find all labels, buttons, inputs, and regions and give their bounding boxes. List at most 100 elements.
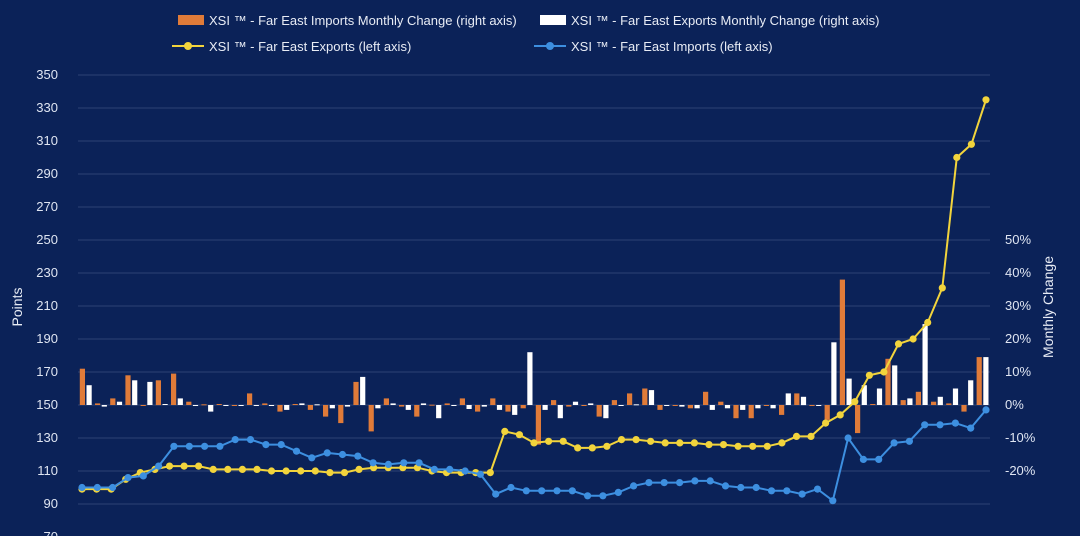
bar-imports-change	[231, 405, 237, 406]
bar-exports-change	[648, 390, 655, 405]
imports-point	[277, 441, 285, 449]
legend-label-exports-line: XSI ™ - Far East Exports (left axis)	[209, 39, 411, 54]
bar-exports-change	[268, 405, 275, 406]
imports-point	[93, 483, 101, 492]
legend-item-imports-line[interactable]: XSI ™ - Far East Imports (left axis)	[534, 39, 773, 54]
bar-exports-change	[892, 365, 898, 405]
imports-point	[706, 477, 714, 485]
imports-point	[691, 477, 699, 485]
bar-imports-change	[748, 405, 754, 419]
exports-point	[909, 335, 917, 343]
bar-imports-change	[703, 391, 709, 405]
exports-point	[865, 371, 874, 379]
bar-imports-change	[429, 404, 435, 406]
imports-point	[446, 465, 454, 473]
bar-exports-change	[116, 401, 123, 405]
bar-imports-change	[475, 405, 481, 412]
bar-exports-change	[162, 404, 168, 405]
bar-exports-change	[132, 380, 138, 406]
left-axis-title: Points	[9, 288, 25, 327]
legend-item-exports-change[interactable]: XSI ™ - Far East Exports Monthly Change …	[540, 13, 880, 28]
exports-point	[238, 465, 246, 473]
bar-imports-change	[535, 405, 541, 445]
bar-imports-change	[490, 398, 496, 405]
bar-imports-change	[809, 405, 815, 406]
legend-item-exports-line[interactable]: XSI ™ - Far East Exports (left axis)	[172, 39, 411, 54]
bar-exports-change	[603, 405, 609, 419]
imports-point	[921, 421, 929, 429]
exports-point	[632, 436, 640, 444]
imports-point	[369, 459, 377, 467]
imports-point	[783, 487, 791, 495]
imports-point	[936, 421, 944, 429]
imports-point	[155, 462, 163, 470]
legend-marker-exports-line	[184, 42, 192, 50]
bar-exports-change	[755, 405, 761, 409]
left-tick-label: 150	[36, 397, 58, 412]
exports-point	[778, 439, 786, 447]
imports-point	[139, 472, 147, 480]
left-tick-label: 110	[37, 463, 58, 478]
bar-exports-change	[375, 405, 381, 409]
imports-point	[124, 474, 132, 482]
bar-exports-change	[968, 380, 974, 406]
bar-exports-change	[542, 405, 548, 410]
bar-imports-change	[186, 401, 192, 405]
imports-point	[308, 454, 316, 462]
exports-point	[588, 444, 596, 452]
exports-point	[515, 431, 524, 439]
bar-exports-change	[420, 403, 427, 405]
bar-imports-change	[383, 398, 389, 405]
imports-point	[78, 483, 86, 492]
legend-item-imports-change[interactable]: XSI ™ - Far East Imports Monthly Change …	[178, 13, 517, 28]
exports-point	[822, 419, 830, 427]
bar-imports-change	[794, 393, 800, 405]
bar-exports-change	[192, 405, 199, 406]
bar-imports-change	[779, 405, 785, 415]
bar-exports-change	[770, 405, 776, 409]
imports-point	[798, 490, 806, 498]
bar-exports-change	[253, 405, 259, 406]
exports-point	[690, 439, 699, 447]
exports-point	[311, 467, 319, 475]
exports-point	[297, 467, 305, 475]
legend-label-imports-change: XSI ™ - Far East Imports Monthly Change …	[209, 13, 517, 28]
exports-point	[559, 437, 567, 445]
bar-imports-change	[672, 405, 678, 406]
exports-point	[982, 96, 990, 104]
imports-point	[262, 441, 270, 449]
exports-point	[676, 439, 684, 447]
bar-imports-change	[247, 393, 253, 405]
bar-exports-change	[101, 405, 107, 407]
imports-point	[522, 487, 530, 495]
bar-imports-change	[870, 404, 876, 405]
imports-point	[951, 419, 960, 427]
bar-exports-change	[223, 405, 229, 406]
bar-imports-change	[733, 405, 739, 419]
bar-exports-change	[451, 405, 457, 406]
imports-point	[844, 434, 852, 442]
bar-exports-change	[694, 405, 700, 409]
imports-point	[109, 483, 117, 492]
imports-point	[982, 406, 990, 414]
bar-exports-change	[876, 388, 883, 405]
exports-point	[749, 442, 757, 450]
bar-exports-change	[937, 396, 943, 406]
imports-point	[599, 492, 607, 500]
right-tick-label: 40%	[1005, 265, 1031, 280]
bar-exports-change	[922, 324, 928, 405]
left-tick-label: 90	[44, 496, 58, 511]
bar-exports-change	[740, 405, 746, 410]
bar-imports-change	[931, 401, 937, 405]
bar-imports-change	[946, 403, 952, 405]
right-tick-label: 50%	[1005, 232, 1031, 247]
exports-point	[486, 469, 494, 477]
exports-point	[851, 398, 859, 406]
bar-exports-change	[724, 405, 731, 409]
right-axis: -20% -10% 0% 10% 20% 30% 40% 50%	[1005, 232, 1036, 478]
bar-imports-change	[368, 405, 374, 432]
imports-point	[905, 437, 914, 445]
exports-point	[661, 439, 669, 447]
bar-exports-change	[86, 385, 92, 405]
